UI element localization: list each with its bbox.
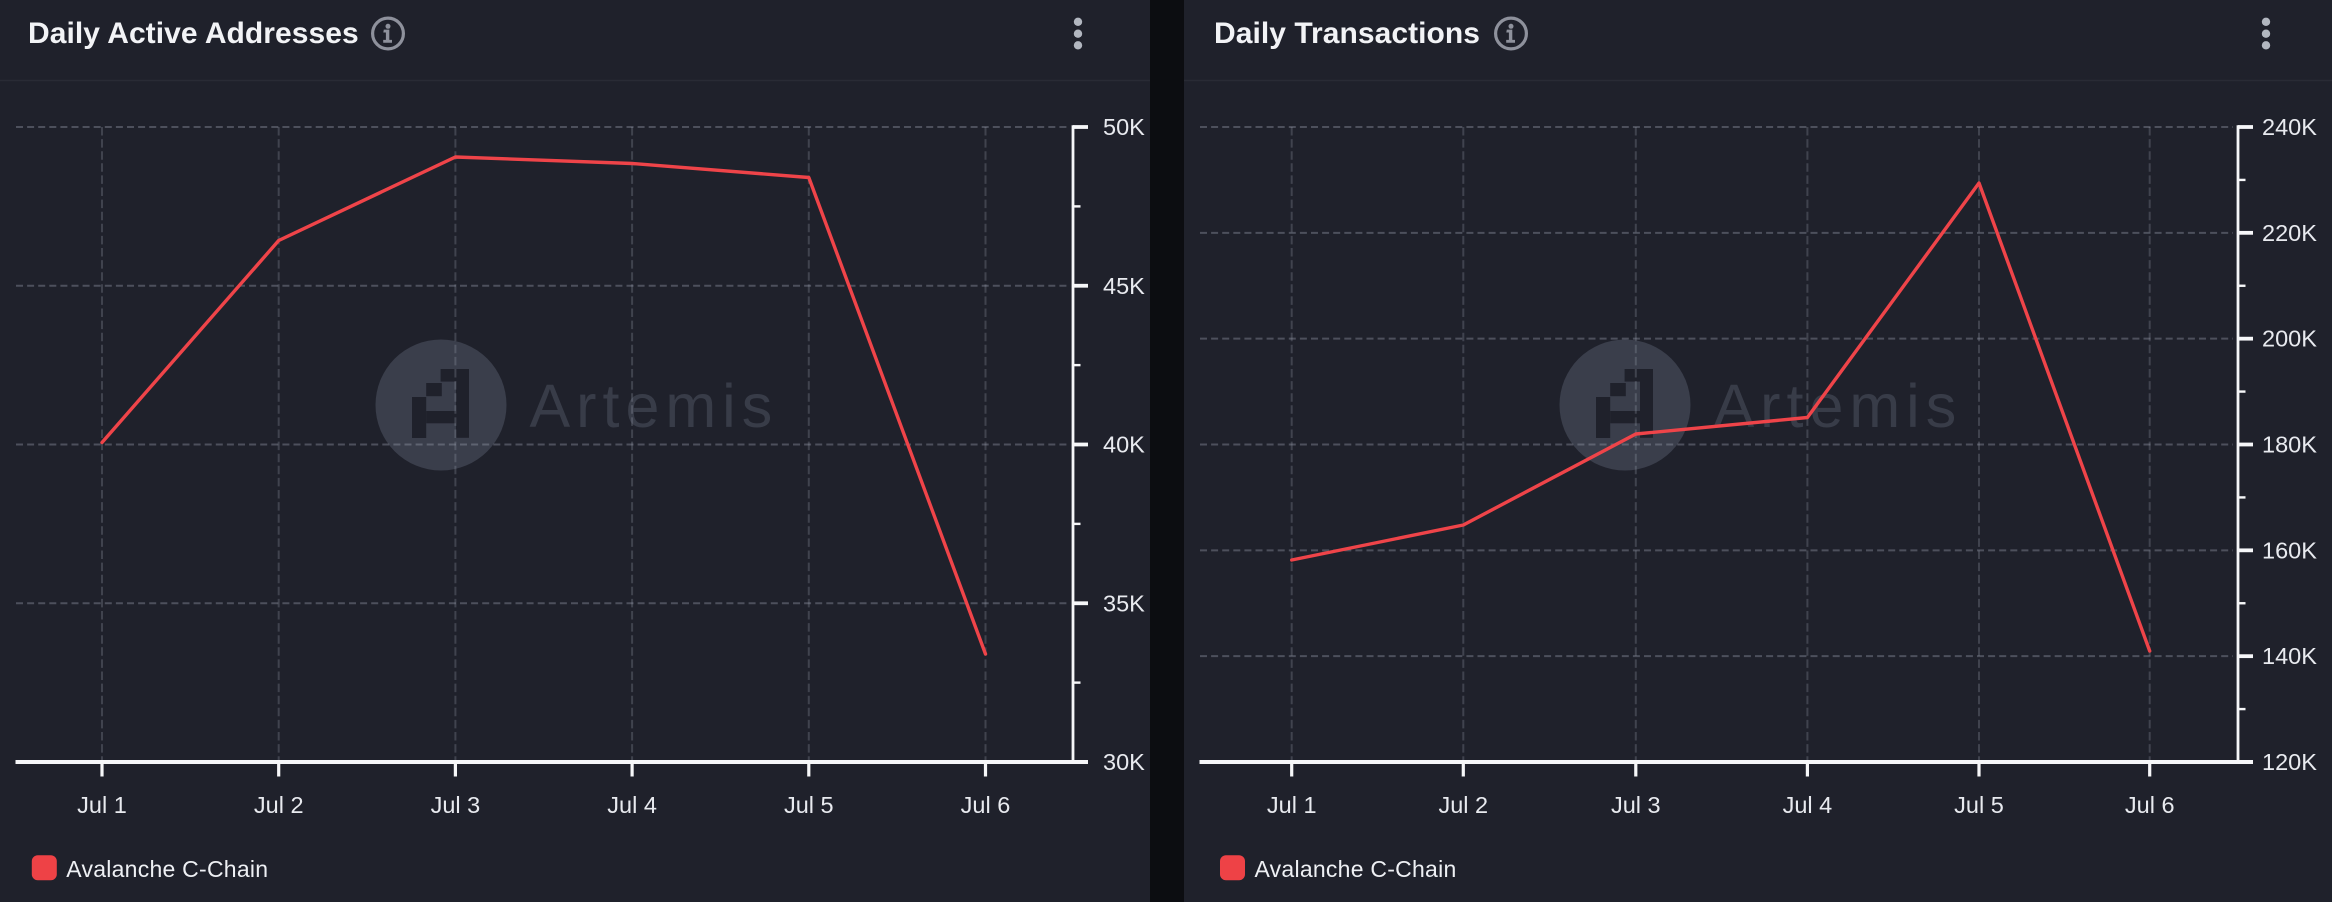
svg-text:Daily Transactions: Daily Transactions [1214,17,1480,50]
svg-text:35K: 35K [1103,590,1145,616]
svg-text:Jul 6: Jul 6 [2125,792,2175,818]
svg-text:220K: 220K [2262,220,2317,246]
svg-text:Avalanche C-Chain: Avalanche C-Chain [66,856,268,882]
svg-text:Jul 3: Jul 3 [431,792,481,818]
svg-text:45K: 45K [1103,273,1145,299]
svg-text:Jul 4: Jul 4 [607,792,657,818]
svg-text:200K: 200K [2262,326,2317,352]
svg-text:120K: 120K [2262,749,2317,775]
svg-text:30K: 30K [1103,749,1145,775]
svg-text:160K: 160K [2262,537,2317,563]
svg-text:Jul 3: Jul 3 [1611,792,1661,818]
svg-text:Jul 6: Jul 6 [961,792,1011,818]
svg-text:Jul 1: Jul 1 [77,792,127,818]
svg-text:Jul 5: Jul 5 [784,792,834,818]
svg-text:Jul 4: Jul 4 [1783,792,1833,818]
svg-text:240K: 240K [2262,114,2317,140]
svg-text:Avalanche C-Chain: Avalanche C-Chain [1255,856,1457,882]
svg-text:Artemis: Artemis [1714,372,1963,440]
svg-text:50K: 50K [1103,114,1145,140]
svg-text:140K: 140K [2262,643,2317,669]
svg-text:Jul 2: Jul 2 [254,792,304,818]
svg-text:180K: 180K [2262,432,2317,458]
svg-text:Jul 5: Jul 5 [1954,792,2004,818]
svg-text:Jul 2: Jul 2 [1438,792,1488,818]
svg-text:Artemis: Artemis [530,372,779,440]
svg-text:Daily Active Addresses: Daily Active Addresses [28,17,359,50]
svg-text:40K: 40K [1103,432,1145,458]
svg-text:Jul 1: Jul 1 [1267,792,1317,818]
